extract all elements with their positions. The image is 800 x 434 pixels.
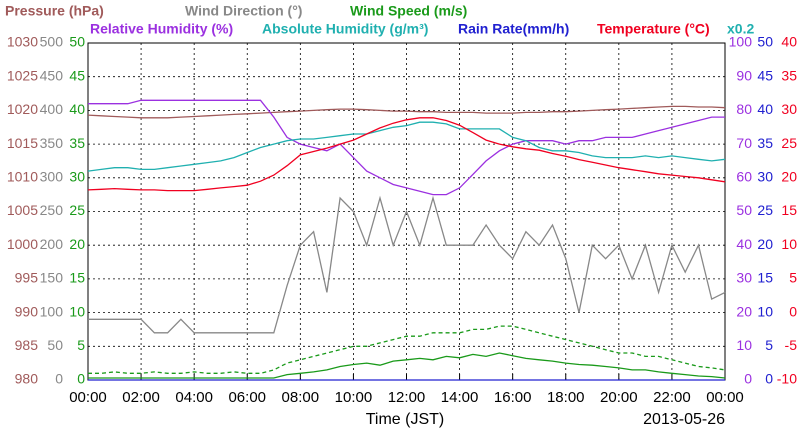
series-line <box>88 195 726 334</box>
y-tick-label: 0 <box>77 371 85 387</box>
x-tick-label: 22:00 <box>653 389 691 406</box>
y-tick-label: 30 <box>757 169 773 185</box>
y-tick-label: 5 <box>789 270 797 286</box>
y-tick-label: 980 <box>15 371 39 387</box>
y-tick-label: 10 <box>69 303 85 319</box>
y-tick-label: 450 <box>40 67 64 83</box>
scale-label: x0.2 <box>727 21 754 37</box>
y-tick-label: 1005 <box>7 202 38 218</box>
y-tick-label: 50 <box>736 202 752 218</box>
y-tick-label: 500 <box>40 34 64 50</box>
y-tick-label: 300 <box>40 169 64 185</box>
y-tick-label: 30 <box>781 101 797 117</box>
y-tick-label: 400 <box>40 101 64 117</box>
x-tick-label: 12:00 <box>388 389 426 406</box>
x-tick-label: 06:00 <box>228 389 266 406</box>
y-tick-label: 45 <box>69 67 85 83</box>
y-tick-label: 30 <box>69 169 85 185</box>
y-tick-label: 35 <box>757 135 773 151</box>
x-tick-label: 00:00 <box>706 389 744 406</box>
y-tick-label: 60 <box>736 169 752 185</box>
x-tick-label: 08:00 <box>282 389 320 406</box>
y-tick-label: 1015 <box>7 135 38 151</box>
y-tick-label: 70 <box>736 135 752 151</box>
y-tick-label: 100 <box>729 34 753 50</box>
y-tick-label: 15 <box>69 270 85 286</box>
y-tick-label: 0 <box>55 371 63 387</box>
y-tick-label: -5 <box>785 337 798 353</box>
y-tick-label: 1030 <box>7 34 38 50</box>
y-tick-label: 25 <box>69 202 85 218</box>
series-line <box>88 325 726 374</box>
legend-entry: Wind Direction (°) <box>185 3 302 19</box>
y-tick-label: 50 <box>69 34 85 50</box>
y-tick-label: 985 <box>15 337 39 353</box>
y-tick-label: 200 <box>40 236 64 252</box>
y-tick-label: 350 <box>40 135 64 151</box>
y-tick-label: 10 <box>757 303 773 319</box>
y-tick-label: 30 <box>736 270 752 286</box>
y-tick-label: 990 <box>15 303 39 319</box>
x-tick-label: 04:00 <box>175 389 213 406</box>
y-tick-label: 250 <box>40 202 64 218</box>
series-line <box>87 117 726 192</box>
y-tick-label: 5 <box>765 337 773 353</box>
y-tick-label: 35 <box>69 135 85 151</box>
series-line <box>87 105 726 119</box>
x-tick-label: 14:00 <box>441 389 479 406</box>
y-tick-label: 1020 <box>7 101 38 117</box>
legend-entry: Absolute Humidity (g/m³) <box>262 21 428 37</box>
y-tick-label: 15 <box>757 270 773 286</box>
legend-entry: Wind Speed (m/s) <box>350 3 467 19</box>
y-tick-label: 150 <box>40 270 64 286</box>
series-line <box>88 352 726 379</box>
y-tick-label: 20 <box>69 236 85 252</box>
x-tick-label: 16:00 <box>494 389 532 406</box>
x-tick-label: 18:00 <box>547 389 585 406</box>
y-tick-label: 40 <box>757 101 773 117</box>
y-tick-label: 25 <box>757 202 773 218</box>
series-line <box>87 121 726 172</box>
x-tick-label: 10:00 <box>335 389 373 406</box>
y-tick-label: 0 <box>789 303 797 319</box>
y-tick-label: 0 <box>744 371 752 387</box>
x-tick-label: 00:00 <box>69 389 107 406</box>
date-label: 2013-05-26 <box>643 411 725 428</box>
y-tick-label: -10 <box>777 371 797 387</box>
y-tick-label: 5 <box>77 337 85 353</box>
y-tick-label: 45 <box>757 67 773 83</box>
y-tick-label: 50 <box>47 337 63 353</box>
legend-entry: Temperature (°C) <box>597 21 710 37</box>
y-tick-label: 995 <box>15 270 39 286</box>
y-tick-label: 20 <box>781 169 797 185</box>
y-tick-label: 40 <box>736 236 752 252</box>
series-line <box>88 99 725 196</box>
y-tick-label: 50 <box>757 34 773 50</box>
y-tick-label: 20 <box>736 303 752 319</box>
y-tick-label: 80 <box>736 101 752 117</box>
y-tick-label: 1025 <box>7 67 38 83</box>
y-tick-label: 15 <box>781 202 797 218</box>
y-tick-label: 10 <box>781 236 797 252</box>
y-tick-label: 40 <box>781 34 797 50</box>
legend-entry: Rain Rate(mm/h) <box>458 21 569 37</box>
y-tick-label: 20 <box>757 236 773 252</box>
x-tick-label: 20:00 <box>600 389 638 406</box>
y-tick-label: 1000 <box>7 236 38 252</box>
x-axis-label: Time (JST) <box>366 411 445 428</box>
legend-entry: Relative Humidity (%) <box>90 21 233 37</box>
legend-entry: Pressure (hPa) <box>5 3 104 19</box>
x-tick-label: 02:00 <box>122 389 160 406</box>
y-tick-label: 90 <box>736 67 752 83</box>
y-tick-label: 100 <box>40 303 64 319</box>
y-tick-label: 25 <box>781 135 797 151</box>
y-tick-label: 40 <box>69 101 85 117</box>
y-tick-label: 10 <box>736 337 752 353</box>
y-tick-label: 35 <box>781 67 797 83</box>
y-tick-label: 0 <box>765 371 773 387</box>
y-tick-label: 1010 <box>7 169 38 185</box>
